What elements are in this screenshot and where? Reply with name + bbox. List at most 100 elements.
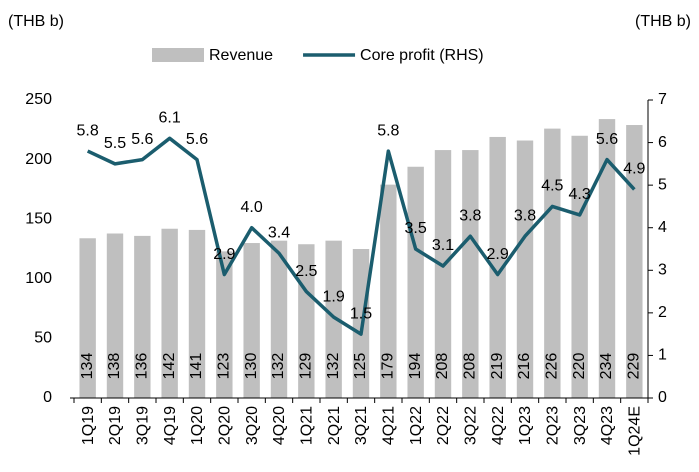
bar-value-label: 142 — [161, 353, 178, 380]
bar-value-label: 129 — [298, 353, 315, 380]
bar-value-label: 216 — [516, 353, 533, 380]
line-value-label: 6.1 — [159, 110, 181, 127]
bar-value-label: 229 — [626, 353, 643, 380]
line-value-label: 5.6 — [596, 131, 618, 148]
legend-swatch — [152, 48, 204, 62]
x-tick-label: 4Q23 — [599, 406, 616, 445]
bar-value-label: 136 — [134, 353, 151, 380]
line-value-label: 3.4 — [268, 224, 290, 241]
bar — [325, 240, 342, 398]
bar-value-label: 208 — [434, 353, 451, 380]
x-tick-label: 4Q20 — [271, 406, 288, 445]
y2-tick-label: 7 — [658, 91, 667, 108]
bar-value-label: 132 — [270, 353, 287, 380]
line-value-label: 4.0 — [241, 199, 263, 216]
x-tick-label: 1Q22 — [408, 406, 425, 445]
x-tick-label: 4Q22 — [490, 406, 507, 445]
bar — [79, 238, 96, 398]
bar-value-label: 141 — [188, 353, 205, 380]
line — [86, 136, 636, 336]
line-value-label: 5.8 — [377, 122, 399, 139]
bar-value-label: 138 — [106, 353, 123, 380]
x-tick-label: 3Q22 — [463, 406, 480, 445]
line-value-label: 4.9 — [623, 161, 645, 178]
x-tick-label: 3Q20 — [244, 406, 261, 445]
bar-value-label: 125 — [352, 353, 369, 380]
line-value-label: 5.6 — [131, 131, 153, 148]
x-tick-label: 3Q21 — [353, 406, 370, 445]
bar-value-label: 179 — [380, 353, 397, 380]
x-tick-label: 3Q19 — [135, 406, 152, 445]
line-value-label: 3.5 — [405, 220, 427, 237]
line-value-label: 3.8 — [459, 207, 481, 224]
bar — [243, 243, 260, 398]
line-value-label: 3.8 — [514, 207, 536, 224]
bar — [270, 240, 288, 398]
line-value-label: 5.5 — [104, 135, 126, 152]
bar-value-label: 132 — [325, 353, 342, 380]
x-tick-label: 2Q20 — [217, 406, 234, 445]
line-value-label: 4.5 — [541, 178, 563, 195]
bar — [298, 244, 315, 398]
x-tick-label: 2Q23 — [545, 406, 562, 445]
y-tick-label: 0 — [43, 389, 52, 406]
line-value-label: 2.9 — [487, 246, 509, 263]
bar — [134, 235, 151, 398]
line-value-label: 5.8 — [77, 122, 99, 139]
bar — [434, 150, 452, 398]
bar-value-label: 130 — [243, 353, 260, 380]
x-tick-label: 2Q19 — [107, 406, 124, 445]
bar — [516, 140, 534, 398]
legend-label: Core profit (RHS) — [360, 47, 484, 64]
bar-value-label: 134 — [79, 353, 96, 380]
bar — [462, 150, 479, 398]
y2-tick-label: 1 — [658, 347, 667, 364]
bar-value-label: 123 — [216, 353, 233, 380]
x-tick-label: 4Q21 — [381, 406, 398, 445]
x-tick-label: 1Q21 — [299, 406, 316, 445]
x-tick-label: 4Q19 — [162, 406, 179, 445]
x-tick-label: 1Q20 — [189, 406, 206, 445]
bar-value-label: 219 — [489, 353, 506, 380]
y2-tick-label: 0 — [658, 389, 667, 406]
bar-value-label: 208 — [462, 353, 479, 380]
bar — [598, 119, 616, 399]
x-tick-label: 1Q19 — [80, 406, 97, 445]
y-tick-label: 250 — [25, 91, 52, 108]
x-tick-label: 1Q23 — [517, 406, 534, 445]
x-tick-label: 1Q24E — [627, 406, 644, 456]
bar — [106, 233, 124, 398]
bar-value-label: 194 — [407, 353, 424, 380]
bar — [216, 251, 233, 398]
bar — [544, 128, 561, 398]
y2-tick-label: 2 — [658, 304, 667, 321]
line-value-label: 1.9 — [323, 288, 345, 305]
y-tick-label: 150 — [25, 210, 52, 227]
x-tick-label: 3Q23 — [572, 406, 589, 445]
y-tick-label: 50 — [34, 330, 52, 347]
x-tick-label: 2Q22 — [435, 406, 452, 445]
bar — [489, 136, 506, 398]
x-tick-label: 2Q21 — [326, 406, 343, 445]
y2-tick-label: 3 — [658, 262, 667, 279]
line-value-label: 3.1 — [432, 237, 454, 254]
line-value-label: 4.3 — [569, 186, 591, 203]
bar — [571, 135, 588, 398]
bar — [380, 184, 397, 398]
legend-label: Revenue — [209, 47, 273, 64]
bar-value-label: 226 — [544, 353, 561, 380]
y2-tick-label: 5 — [658, 176, 667, 193]
bar — [407, 166, 424, 398]
bar-value-label: 220 — [571, 353, 588, 380]
y-axis-label: (THB b) — [8, 13, 64, 30]
y-tick-label: 200 — [25, 151, 52, 168]
y2-tick-label: 6 — [658, 134, 667, 151]
line-value-label: 1.5 — [350, 305, 372, 322]
line-value-label: 5.6 — [186, 131, 208, 148]
y2-axis-label: (THB b) — [635, 13, 691, 30]
bar — [161, 228, 178, 398]
y2-tick-label: 4 — [658, 219, 667, 236]
y-tick-label: 100 — [25, 270, 52, 287]
line-value-label: 2.9 — [213, 246, 235, 263]
